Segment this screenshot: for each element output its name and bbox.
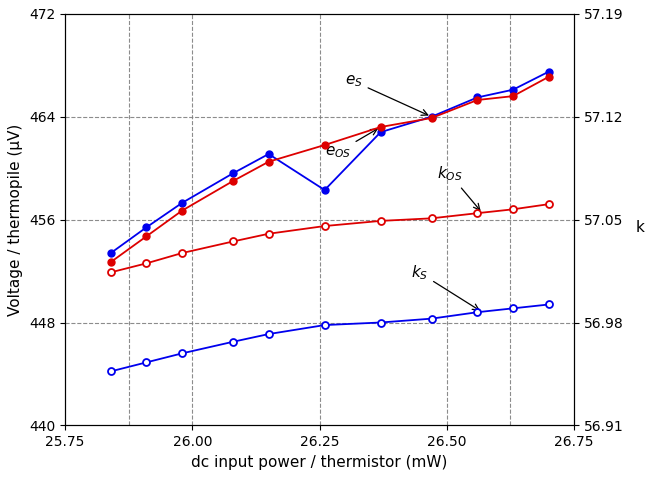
Y-axis label: k: k <box>636 219 645 235</box>
Text: $k_S$: $k_S$ <box>411 263 479 310</box>
Text: $e_{OS}$: $e_{OS}$ <box>325 129 377 160</box>
Text: $e_S$: $e_S$ <box>345 74 428 115</box>
Text: $k_{OS}$: $k_{OS}$ <box>437 164 480 210</box>
Y-axis label: Voltage / thermopile (μV): Voltage / thermopile (μV) <box>8 123 24 316</box>
X-axis label: dc input power / thermistor (mW): dc input power / thermistor (mW) <box>191 455 448 470</box>
